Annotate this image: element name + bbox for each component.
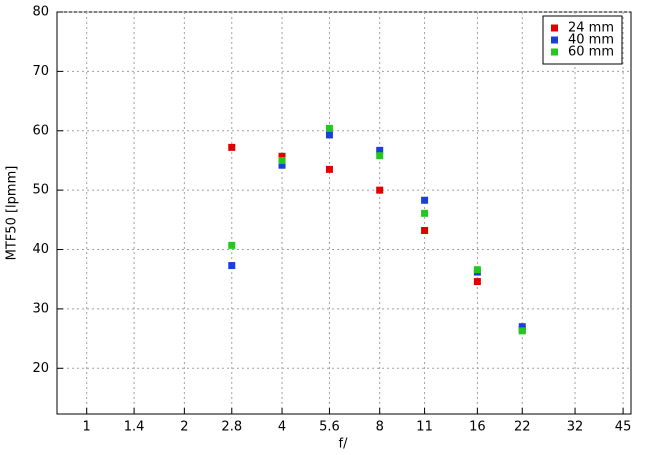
y-tick-label: 70	[32, 64, 49, 79]
point	[278, 161, 286, 169]
point	[421, 196, 429, 204]
y-tick-label: 80	[32, 5, 49, 20]
x-tick-label: 2	[180, 420, 188, 435]
x-tick-label: 32	[567, 420, 584, 435]
legend-label: 40 mm	[568, 33, 614, 48]
point	[278, 152, 286, 160]
x-tick-label: 22	[514, 420, 531, 435]
point	[376, 152, 384, 160]
point	[518, 327, 526, 335]
legend-label: 60 mm	[568, 45, 614, 60]
x-tick-label: 11	[416, 420, 433, 435]
x-tick-label: 1.4	[124, 420, 145, 435]
y-axis-label: MTF50 [lpmm]	[5, 166, 20, 261]
plot-frame	[56, 11, 632, 415]
x-tick-label: 4	[278, 420, 286, 435]
point	[473, 278, 481, 286]
legend-swatch	[551, 48, 558, 56]
point	[228, 241, 236, 249]
y-tick-label: 20	[32, 361, 49, 376]
point	[325, 131, 333, 139]
y-tick-label: 30	[32, 301, 49, 316]
x-tick-label: 45	[615, 420, 632, 435]
legend-swatch	[551, 24, 558, 32]
point	[376, 146, 384, 154]
x-axis-label: f/	[339, 437, 349, 452]
y-tick-label: 60	[32, 123, 49, 138]
x-tick-label: 2.8	[221, 420, 242, 435]
y-tick-label: 50	[32, 183, 49, 198]
legend-swatch	[551, 36, 558, 44]
x-tick-label: 5.6	[319, 420, 340, 435]
y-tick-label: 40	[32, 242, 49, 257]
point	[278, 156, 286, 164]
point	[376, 186, 384, 194]
legend-label: 24 mm	[568, 21, 614, 36]
x-tick-label: 8	[376, 420, 384, 435]
point	[421, 209, 429, 217]
point	[473, 266, 481, 274]
point	[518, 323, 526, 331]
x-tick-label: 1	[83, 420, 91, 435]
point	[228, 262, 236, 270]
x-tick-label: 16	[469, 420, 486, 435]
point	[228, 143, 236, 151]
point	[421, 227, 429, 235]
point	[325, 124, 333, 132]
point	[325, 165, 333, 173]
